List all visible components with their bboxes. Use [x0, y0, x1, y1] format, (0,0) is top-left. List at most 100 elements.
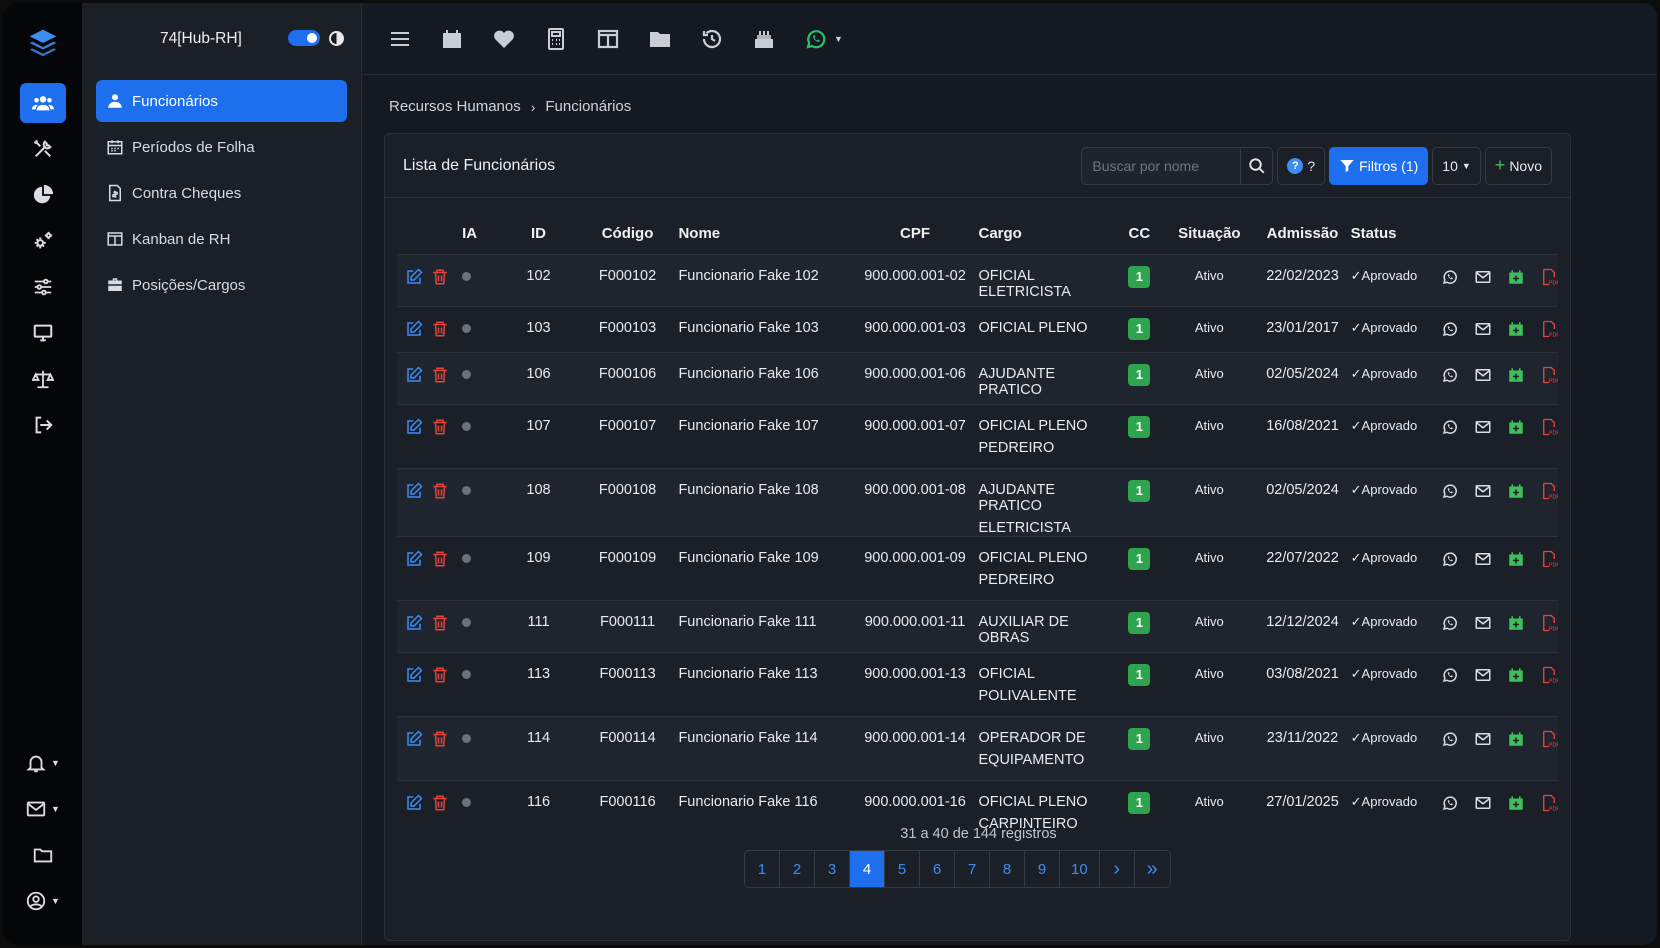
- mail-icon[interactable]: [1474, 614, 1492, 636]
- calendar-add-icon[interactable]: [1507, 320, 1525, 342]
- last-page-button[interactable]: »: [1146, 857, 1158, 880]
- sidebar-item-periodos[interactable]: Períodos de Folha: [96, 126, 347, 168]
- edit-icon[interactable]: [405, 549, 423, 572]
- mail-icon[interactable]: ▼: [20, 795, 66, 823]
- delete-icon[interactable]: [431, 614, 449, 636]
- calendar-add-icon[interactable]: [1507, 268, 1525, 290]
- edit-icon[interactable]: [405, 267, 423, 290]
- page-button[interactable]: 9: [1025, 851, 1060, 887]
- sliders-icon[interactable]: [20, 267, 66, 307]
- sidebar-item-kanban[interactable]: Kanban de RH: [96, 218, 347, 260]
- page-button[interactable]: 8: [990, 851, 1025, 887]
- theme-toggle[interactable]: [288, 30, 320, 46]
- mail-icon[interactable]: [1474, 482, 1492, 504]
- monitor-icon[interactable]: [20, 313, 66, 353]
- mail-icon[interactable]: [1474, 730, 1492, 752]
- delete-icon[interactable]: [431, 418, 449, 440]
- folder-icon[interactable]: [648, 27, 672, 51]
- scale-icon[interactable]: [20, 359, 66, 399]
- calendar-add-icon[interactable]: [1507, 482, 1525, 504]
- contrast-icon[interactable]: [329, 31, 344, 46]
- calendar-add-icon[interactable]: [1507, 614, 1525, 636]
- pdf-icon[interactable]: PDF: [1540, 418, 1559, 440]
- pie-chart-icon[interactable]: [20, 175, 66, 215]
- gears-icon[interactable]: [20, 221, 66, 261]
- edit-icon[interactable]: [405, 319, 423, 342]
- pdf-icon[interactable]: PDF: [1540, 666, 1559, 688]
- calendar-add-icon[interactable]: [1507, 366, 1525, 388]
- calendar-add-icon[interactable]: [1507, 550, 1525, 572]
- page-button[interactable]: 7: [955, 851, 990, 887]
- edit-icon[interactable]: [405, 793, 423, 816]
- user-circle-icon[interactable]: ▼: [20, 887, 66, 915]
- next-page-button[interactable]: ›: [1100, 851, 1135, 887]
- layers-logo-icon[interactable]: [27, 27, 59, 59]
- sidebar-item-funcionarios[interactable]: Funcionários: [96, 80, 347, 122]
- new-button[interactable]: + Novo: [1484, 146, 1552, 185]
- mail-icon[interactable]: [1474, 794, 1492, 816]
- whatsapp-icon[interactable]: [1441, 666, 1459, 688]
- delete-icon[interactable]: [431, 730, 449, 752]
- whatsapp-icon[interactable]: [1441, 268, 1459, 290]
- delete-icon[interactable]: [431, 794, 449, 816]
- whatsapp-icon[interactable]: [1441, 730, 1459, 752]
- pdf-icon[interactable]: PDF: [1540, 268, 1559, 290]
- sidebar-item-contra-cheques[interactable]: Contra Cheques: [96, 172, 347, 214]
- tools-icon[interactable]: [20, 129, 66, 169]
- edit-icon[interactable]: [405, 481, 423, 504]
- pdf-icon[interactable]: PDF: [1540, 550, 1559, 572]
- pdf-icon[interactable]: PDF: [1540, 730, 1559, 752]
- mail-icon[interactable]: [1474, 268, 1492, 290]
- delete-icon[interactable]: [431, 268, 449, 290]
- filters-button[interactable]: Filtros (1): [1329, 146, 1429, 185]
- sidebar-item-posicoes[interactable]: Posições/Cargos: [96, 264, 347, 306]
- delete-icon[interactable]: [431, 366, 449, 388]
- breadcrumb-parent[interactable]: Recursos Humanos: [389, 98, 521, 115]
- delete-icon[interactable]: [431, 320, 449, 342]
- whatsapp-icon[interactable]: [1441, 550, 1459, 572]
- pdf-icon[interactable]: PDF: [1540, 366, 1559, 388]
- delete-icon[interactable]: [431, 482, 449, 504]
- folder-icon[interactable]: [20, 841, 66, 869]
- menu-icon[interactable]: [388, 27, 412, 51]
- users-icon[interactable]: [19, 83, 66, 123]
- per-page-select[interactable]: 10 ▼: [1432, 146, 1481, 185]
- page-button[interactable]: 5: [885, 851, 920, 887]
- whatsapp-icon[interactable]: [1441, 482, 1459, 504]
- edit-icon[interactable]: [405, 417, 423, 440]
- mail-icon[interactable]: [1474, 320, 1492, 342]
- calendar-icon[interactable]: [440, 27, 464, 51]
- calendar-add-icon[interactable]: [1507, 730, 1525, 752]
- whatsapp-icon[interactable]: [1441, 614, 1459, 636]
- search-input[interactable]: [1081, 146, 1242, 185]
- edit-icon[interactable]: [405, 665, 423, 688]
- calculator-icon[interactable]: [544, 27, 568, 51]
- bell-icon[interactable]: ▼: [20, 749, 66, 777]
- calendar-add-icon[interactable]: [1507, 794, 1525, 816]
- delete-icon[interactable]: [431, 666, 449, 688]
- logout-icon[interactable]: [20, 405, 66, 445]
- whatsapp-icon[interactable]: [1441, 366, 1459, 388]
- heart-icon[interactable]: [492, 27, 516, 51]
- mail-icon[interactable]: [1474, 418, 1492, 440]
- delete-icon[interactable]: [431, 550, 449, 572]
- calendar-add-icon[interactable]: [1507, 666, 1525, 688]
- mail-icon[interactable]: [1474, 666, 1492, 688]
- page-button[interactable]: 3: [815, 851, 850, 887]
- page-button[interactable]: 10: [1060, 851, 1100, 887]
- help-button[interactable]: ??: [1277, 146, 1326, 185]
- whatsapp-icon[interactable]: [1441, 794, 1459, 816]
- mail-icon[interactable]: [1474, 550, 1492, 572]
- columns-icon[interactable]: [596, 27, 620, 51]
- search-button[interactable]: [1241, 146, 1274, 185]
- whatsapp-icon[interactable]: [1441, 320, 1459, 342]
- page-button[interactable]: 1: [745, 851, 780, 887]
- page-button[interactable]: 2: [780, 851, 815, 887]
- whatsapp-icon[interactable]: ▼: [804, 27, 843, 51]
- edit-icon[interactable]: [405, 613, 423, 636]
- pdf-icon[interactable]: PDF: [1540, 794, 1559, 816]
- birthday-cake-icon[interactable]: [752, 27, 776, 51]
- pdf-icon[interactable]: PDF: [1540, 482, 1559, 504]
- edit-icon[interactable]: [405, 365, 423, 388]
- edit-icon[interactable]: [405, 729, 423, 752]
